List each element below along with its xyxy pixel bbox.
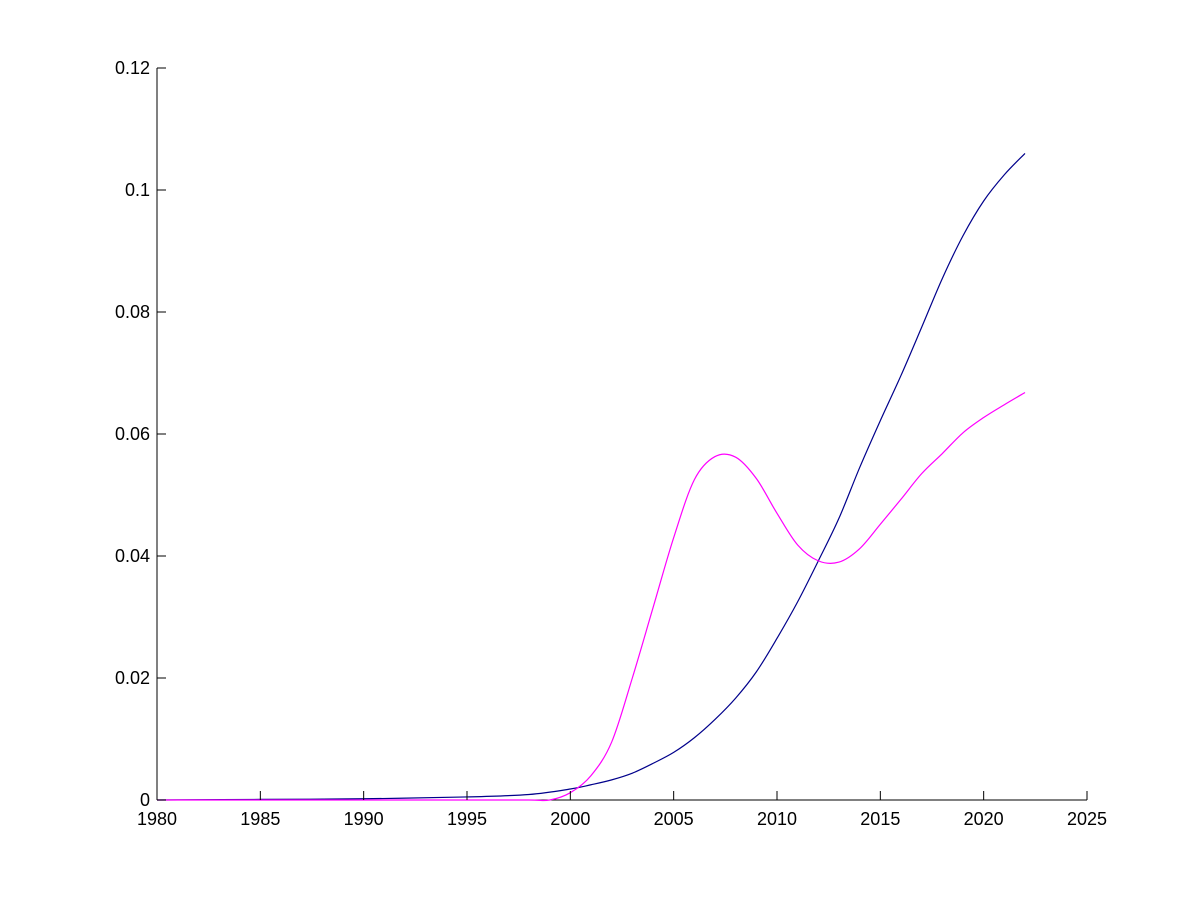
y-tick-label: 0.1 xyxy=(125,180,150,200)
y-tick-label: 0.02 xyxy=(115,668,150,688)
ticks-group: 1980 1985 1990 1995 2000 2005 2010 2015 2020 2025… xyxy=(115,58,1107,829)
x-tick-label: 1980 xyxy=(137,809,177,829)
series-line-1 xyxy=(156,152,1026,801)
x-tick-label: 2005 xyxy=(654,809,694,829)
y-tick-label: 0.04 xyxy=(115,546,150,566)
y-tick-label: 0.06 xyxy=(115,424,150,444)
x-tick-label: 1990 xyxy=(344,809,384,829)
x-tick-label: 1985 xyxy=(240,809,280,829)
x-tick-label: 2000 xyxy=(550,809,590,829)
y-tick-label: 0.08 xyxy=(115,302,150,322)
y-tick-label: 0 xyxy=(140,790,150,810)
axes xyxy=(156,68,1087,801)
series-line-2 xyxy=(157,392,1026,802)
x-tick-label: 2020 xyxy=(964,809,1004,829)
x-tick-label: 1995 xyxy=(447,809,487,829)
y-tick-label: 0.12 xyxy=(115,58,150,78)
x-tick-label: 2025 xyxy=(1067,809,1107,829)
x-tick-label: 2015 xyxy=(860,809,900,829)
x-tick-label: 2010 xyxy=(757,809,797,829)
series-group xyxy=(156,152,1026,802)
